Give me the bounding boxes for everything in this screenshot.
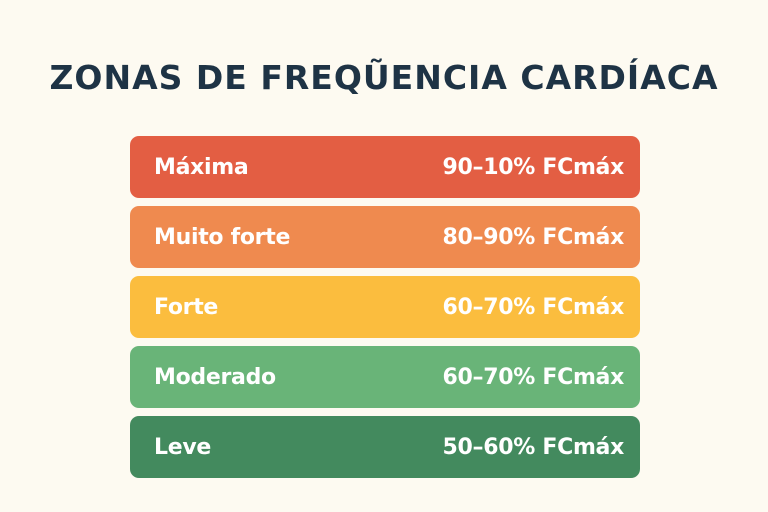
zone-range: 90–10% FCmáx xyxy=(442,154,625,180)
zone-range: 60–70% FCmáx xyxy=(442,364,625,390)
zone-row-maxima: Máxima 90–10% FCmáx xyxy=(130,136,640,198)
zone-row-moderado: Moderado 60–70% FCmáx xyxy=(130,346,640,408)
zone-name: Leve xyxy=(154,434,212,460)
zone-name: Moderado xyxy=(154,364,276,390)
zone-row-forte: Forte 60–70% FCmáx xyxy=(130,276,640,338)
zone-name: Forte xyxy=(154,294,219,320)
zone-list: Máxima 90–10% FCmáx Muito forte 80–90% F… xyxy=(130,136,640,486)
zone-range: 60–70% FCmáx xyxy=(442,294,625,320)
zone-name: Muito forte xyxy=(154,224,291,250)
zone-range: 80–90% FCmáx xyxy=(442,224,625,250)
page-title: ZONAS DE FREQŨENCIA CARDÍACA xyxy=(49,58,719,97)
zone-row-muito-forte: Muito forte 80–90% FCmáx xyxy=(130,206,640,268)
zone-row-leve: Leve 50–60% FCmáx xyxy=(130,416,640,478)
zone-range: 50–60% FCmáx xyxy=(442,434,625,460)
zone-name: Máxima xyxy=(154,154,249,180)
